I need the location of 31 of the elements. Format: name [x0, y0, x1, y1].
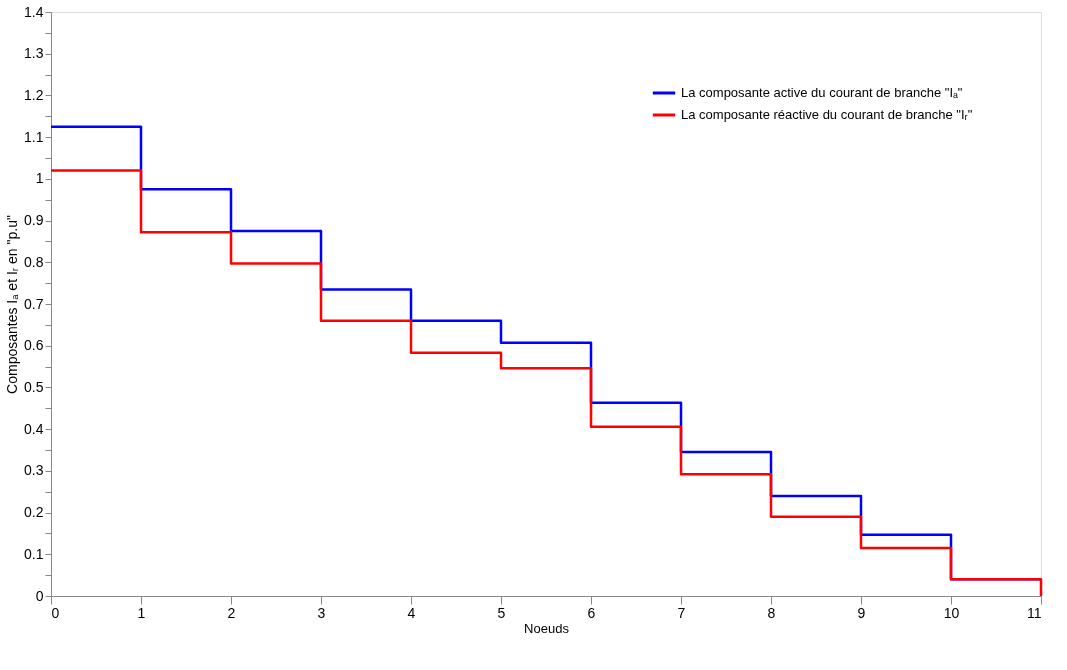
y-axis-title: Composantes Iₐ et Iᵣ en "p.u" [4, 215, 21, 394]
x-tick-label: 10 [943, 604, 960, 621]
x-tick-label: 2 [227, 604, 236, 621]
y-tick-label: 0.6 [24, 337, 44, 354]
x-tick-label: 9 [857, 604, 866, 621]
x-tick-label: 11 [1026, 604, 1042, 621]
x-tick-label: 3 [317, 604, 326, 621]
y-tick-label: 0.3 [24, 462, 44, 479]
y-tick-label: 0.2 [24, 504, 44, 521]
y-tick-label: 0.1 [24, 545, 44, 562]
y-tick-label: 0.7 [24, 295, 44, 312]
y-tick-label: 0.8 [24, 253, 44, 270]
y-tick-label: 1.2 [24, 86, 44, 103]
y-tick-label: 0.5 [24, 378, 44, 395]
y-tick-label: 1.1 [24, 128, 44, 145]
legend-label: La composante active du courant de branche "Iₐ" [681, 85, 963, 100]
y-tick-label: 0 [35, 587, 44, 604]
x-tick-label: 0 [51, 604, 60, 621]
x-tick-label: 5 [497, 604, 506, 621]
y-tick-label: 1.3 [24, 45, 44, 62]
x-tick-label: 4 [407, 604, 416, 621]
x-axis-title: Noeuds [524, 620, 570, 636]
y-tick-label: 0.4 [24, 420, 44, 437]
x-tick-label: 1 [137, 604, 146, 621]
x-tick-label: 7 [677, 604, 686, 621]
legend-label: La composante réactive du courant de branche "Iᵣ" [681, 107, 973, 122]
y-tick-label: 1.4 [24, 3, 44, 20]
y-tick-label: 0.9 [24, 212, 44, 229]
x-tick-label: 8 [767, 604, 776, 621]
y-tick-label: 1 [35, 170, 44, 187]
x-tick-label: 6 [587, 604, 596, 621]
